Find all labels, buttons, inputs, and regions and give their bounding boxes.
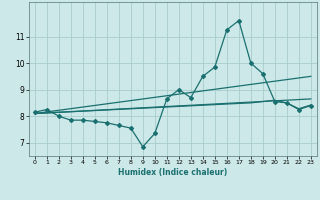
X-axis label: Humidex (Indice chaleur): Humidex (Indice chaleur) [118, 168, 228, 177]
